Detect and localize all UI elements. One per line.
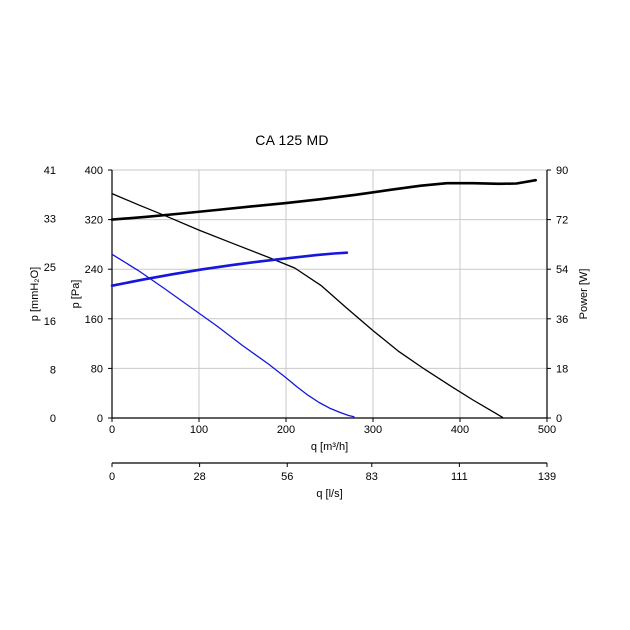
x-axis-ls-tick-label: 139 (538, 471, 556, 483)
y-axis-mmh2o-title: p [mmH₂O] (29, 267, 41, 321)
y-axis-w-tick-label: 18 (556, 363, 568, 375)
y-axis-pa-tick-label: 160 (85, 314, 103, 326)
x-axis-m3h-tick-label: 200 (277, 424, 295, 436)
x-axis-m3h-tick-label: 400 (451, 424, 469, 436)
x-axis-ls-tick-label: 56 (281, 471, 293, 483)
x-axis-m3h-tick-label: 0 (109, 424, 115, 436)
y-axis-mmh2o-tick-label: 25 (44, 262, 56, 274)
y-axis-w-tick-label: 36 (556, 314, 568, 326)
y-axis-mmh2o-tick-label: 41 (44, 165, 56, 177)
x-axis-ls-tick-label: 111 (451, 471, 468, 483)
x-axis-m3h-title: q [m³/h] (311, 441, 348, 453)
x-axis-m3h-tick-label: 500 (538, 424, 556, 436)
series-power-curve-max-speed (110, 178, 538, 221)
y-axis-mmh2o-tick-label: 33 (44, 213, 56, 225)
x-axis-m3h-tick-label: 100 (190, 424, 208, 436)
y-axis-pa-tick-label: 400 (85, 165, 103, 177)
y-axis-w-tick-label: 0 (556, 413, 562, 425)
y-axis-mmh2o-tick-label: 8 (50, 365, 56, 377)
series-pressure-curve-min-speed (111, 253, 355, 418)
y-axis-w-tick-label: 72 (556, 215, 568, 227)
x-axis-m3h-tick-label: 300 (364, 424, 382, 436)
y-axis-w-tick-label: 90 (556, 165, 568, 177)
y-axis-pa-title: p [Pa] (70, 280, 82, 309)
x-axis-ls-tick-label: 28 (194, 471, 206, 483)
chart-title: CA 125 MD (255, 132, 329, 148)
x-axis-ls-title: q [l/s] (316, 488, 342, 500)
y-axis-w-tick-label: 54 (556, 264, 568, 276)
series-power-curve-min-speed (110, 251, 349, 288)
y-axis-pa-tick-label: 320 (85, 215, 103, 227)
x-axis-ls-tick-label: 83 (366, 471, 378, 483)
series-pressure-curve-max-speed (111, 192, 504, 419)
x-axis-ls-tick-label: 0 (109, 471, 115, 483)
y-axis-mmh2o-tick-label: 0 (50, 413, 56, 425)
y-axis-pa-tick-label: 240 (85, 264, 103, 276)
y-axis-mmh2o-tick-label: 16 (44, 316, 56, 328)
y-axis-w-title: Power [W] (578, 269, 590, 320)
y-axis-pa-tick-label: 80 (91, 363, 103, 375)
y-axis-pa-tick-label: 0 (97, 413, 103, 425)
